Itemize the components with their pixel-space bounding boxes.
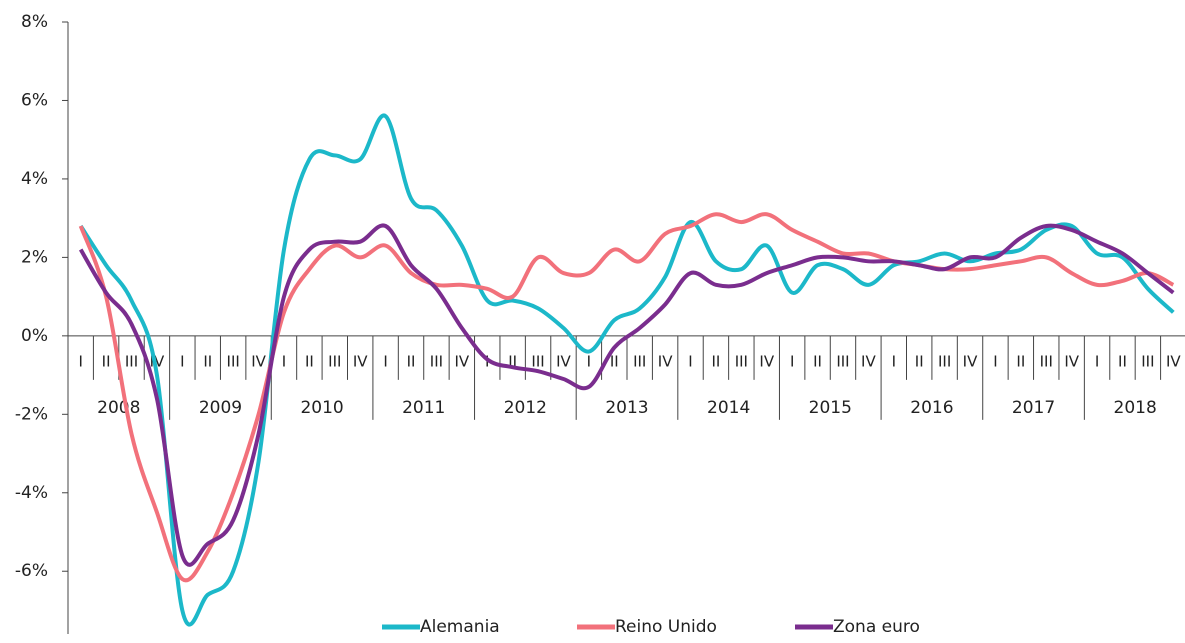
- x-tick-label: IV: [251, 352, 266, 370]
- x-tick-label: IV: [353, 352, 368, 370]
- x-tick-label: I: [78, 352, 82, 370]
- x-tick-label: II: [915, 352, 924, 370]
- x-tick-label: II: [712, 352, 721, 370]
- year-label: 2009: [199, 398, 242, 418]
- year-label: 2008: [97, 398, 140, 418]
- x-tick-label: I: [587, 352, 591, 370]
- x-tick-label: IV: [963, 352, 978, 370]
- y-tick-label: 2%: [21, 247, 48, 267]
- series-line: [78, 223, 1175, 567]
- x-tick-label: II: [407, 352, 416, 370]
- x-tick-label: I: [383, 352, 387, 370]
- year-label: 2015: [809, 398, 852, 418]
- x-tick-label: III: [938, 352, 951, 370]
- year-label: 2018: [1114, 398, 1157, 418]
- x-tick-label: II: [508, 352, 517, 370]
- x-tick-label: II: [813, 352, 822, 370]
- x-tick-label: III: [836, 352, 849, 370]
- series-line: [78, 212, 1175, 583]
- year-label: 2017: [1012, 398, 1055, 418]
- x-tick-label: IV: [1166, 352, 1181, 370]
- legend-label: Alemania: [420, 617, 500, 637]
- x-tick-label: IV: [454, 352, 469, 370]
- x-tick-label: IV: [658, 352, 673, 370]
- x-tick-label: II: [305, 352, 314, 370]
- x-tick-label: IV: [556, 352, 571, 370]
- x-tick-label: IV: [759, 352, 774, 370]
- year-label: 2013: [605, 398, 648, 418]
- x-tick-label: IV: [861, 352, 876, 370]
- x-tick-label: I: [1095, 352, 1099, 370]
- x-tick-label: III: [1141, 352, 1154, 370]
- series-line: [79, 113, 1175, 627]
- x-tick-label: III: [1040, 352, 1053, 370]
- y-tick-label: -4%: [15, 483, 48, 503]
- x-tick-label: I: [180, 352, 184, 370]
- year-label: 2014: [707, 398, 750, 418]
- x-tick-label: II: [1016, 352, 1025, 370]
- x-tick-label: II: [1118, 352, 1127, 370]
- x-tick-label: III: [328, 352, 341, 370]
- y-tick-label: 4%: [21, 169, 48, 189]
- x-tick-label: III: [633, 352, 646, 370]
- x-tick-label: I: [282, 352, 286, 370]
- x-tick-label: I: [688, 352, 692, 370]
- x-tick-label: III: [125, 352, 138, 370]
- x-tick-label: III: [531, 352, 544, 370]
- y-tick-label: -2%: [15, 404, 48, 424]
- x-tick-label: II: [203, 352, 212, 370]
- x-tick-label: III: [227, 352, 240, 370]
- legend-label: Reino Unido: [615, 617, 717, 637]
- x-tick-label: I: [993, 352, 997, 370]
- x-tick-label: II: [102, 352, 111, 370]
- year-label: 2011: [402, 398, 445, 418]
- y-tick-label: 6%: [21, 90, 48, 110]
- y-tick-label: -6%: [15, 561, 48, 581]
- year-label: 2010: [300, 398, 343, 418]
- y-tick-label: 8%: [21, 12, 48, 32]
- x-tick-label: I: [892, 352, 896, 370]
- legend-label: Zona euro: [833, 617, 920, 637]
- x-tick-label: III: [735, 352, 748, 370]
- x-tick-label: IV: [1064, 352, 1079, 370]
- year-label: 2016: [910, 398, 953, 418]
- x-tick-label: I: [790, 352, 794, 370]
- y-tick-label: 0%: [21, 326, 48, 346]
- x-tick-label: II: [610, 352, 619, 370]
- year-label: 2012: [504, 398, 547, 418]
- x-tick-label: III: [430, 352, 443, 370]
